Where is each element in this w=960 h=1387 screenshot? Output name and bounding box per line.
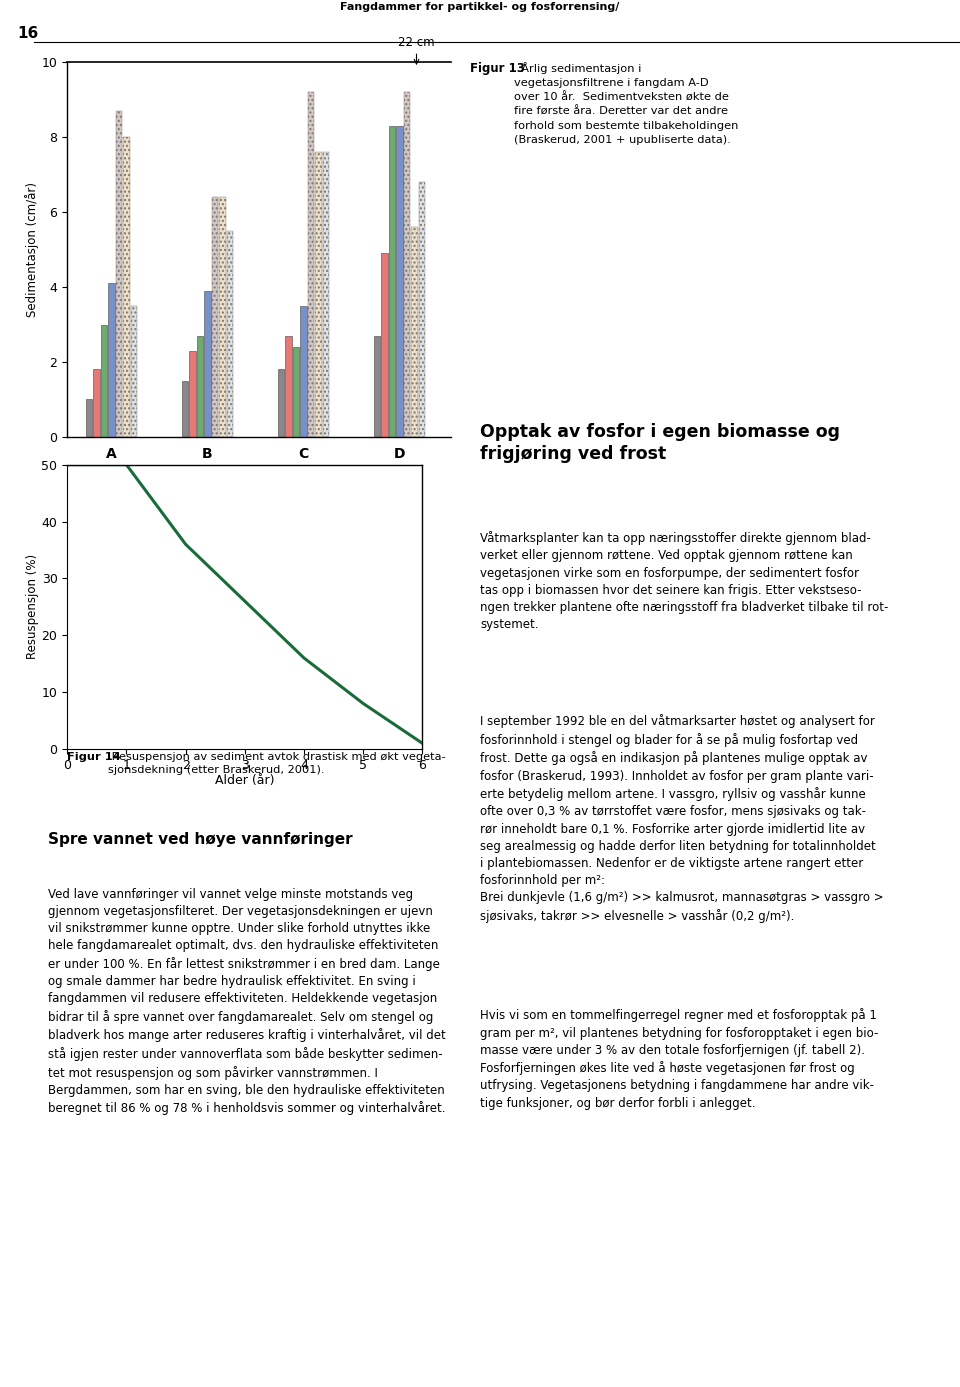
Bar xyxy=(381,254,388,437)
Bar xyxy=(389,126,396,437)
Bar xyxy=(285,336,292,437)
Bar xyxy=(131,307,137,437)
Bar xyxy=(219,197,226,437)
Text: I september 1992 ble en del våtmarksarter høstet og analysert for
fosforinnhold : I september 1992 ble en del våtmarksarte… xyxy=(480,714,883,922)
Text: Resuspensjon av sediment avtok drastisk med økt vegeta-
sjonsdekning (etter Bras: Resuspensjon av sediment avtok drastisk … xyxy=(108,752,445,775)
Bar xyxy=(204,291,211,437)
Text: Fangdammer for partikkel- og fosforrensing/: Fangdammer for partikkel- og fosforrensi… xyxy=(340,3,620,12)
Bar xyxy=(323,153,329,437)
Text: Ved lave vannføringer vil vannet velge minste motstands veg
gjennom vegetasjonsf: Ved lave vannføringer vil vannet velge m… xyxy=(48,888,445,1115)
Bar xyxy=(85,399,92,437)
Text: Hvis vi som en tommelfingerregel regner med et fosforopptak på 1
gram per m², vi: Hvis vi som en tommelfingerregel regner … xyxy=(480,1008,878,1110)
Bar xyxy=(300,307,307,437)
Bar xyxy=(293,347,300,437)
Bar xyxy=(123,137,130,437)
Bar xyxy=(227,232,233,437)
Text: Spre vannet ved høye vannføringer: Spre vannet ved høye vannføringer xyxy=(48,832,352,847)
Bar xyxy=(315,153,322,437)
Bar xyxy=(373,336,380,437)
Text: Årlig sedimentasjon i
vegetasjonsfiltrene i fangdam A-D
over 10 år.  Sedimentvek: Årlig sedimentasjon i vegetasjonsfiltren… xyxy=(514,62,738,146)
Bar xyxy=(212,197,218,437)
Text: Våtmarksplanter kan ta opp næringsstoffer direkte gjennom blad-
verket eller gje: Våtmarksplanter kan ta opp næringsstoffe… xyxy=(480,531,888,631)
Y-axis label: Sedimentasjon (cm/år): Sedimentasjon (cm/år) xyxy=(25,182,38,318)
Bar xyxy=(108,283,115,437)
Bar xyxy=(197,336,204,437)
Bar xyxy=(116,111,122,437)
Text: 22 cm: 22 cm xyxy=(398,36,435,64)
Bar xyxy=(277,369,284,437)
Text: Figur 13: Figur 13 xyxy=(470,62,525,75)
Bar xyxy=(181,381,188,437)
Bar xyxy=(93,369,100,437)
Bar xyxy=(404,93,410,437)
X-axis label: Alder (år): Alder (år) xyxy=(215,774,275,788)
Text: 16: 16 xyxy=(17,25,38,40)
Text: Opptak av fosfor i egen biomasse og
frigjøring ved frost: Opptak av fosfor i egen biomasse og frig… xyxy=(480,423,840,463)
Bar xyxy=(308,93,314,437)
Bar xyxy=(396,126,403,437)
Bar xyxy=(101,325,108,437)
Bar xyxy=(419,182,425,437)
Y-axis label: Resuspensjon (%): Resuspensjon (%) xyxy=(26,555,38,659)
Bar xyxy=(411,227,418,437)
Bar xyxy=(189,351,196,437)
Text: Figur 14: Figur 14 xyxy=(67,752,121,761)
